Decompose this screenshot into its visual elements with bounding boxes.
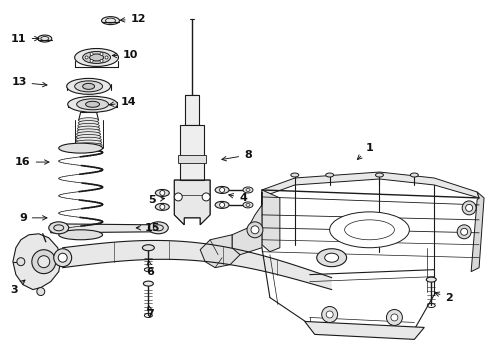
Ellipse shape: [101, 17, 120, 24]
Ellipse shape: [330, 212, 409, 248]
Text: 6: 6: [147, 261, 154, 276]
Circle shape: [17, 258, 25, 266]
Ellipse shape: [75, 140, 102, 145]
Text: 15: 15: [136, 223, 160, 233]
Ellipse shape: [74, 81, 102, 92]
Text: 3: 3: [10, 280, 25, 294]
Polygon shape: [262, 172, 479, 198]
Text: 12: 12: [120, 14, 146, 24]
Bar: [185, 95, 199, 125]
Circle shape: [466, 204, 473, 211]
Ellipse shape: [325, 253, 339, 262]
Polygon shape: [51, 224, 165, 233]
Ellipse shape: [215, 201, 229, 208]
Polygon shape: [305, 321, 424, 339]
Polygon shape: [63, 240, 332, 289]
Ellipse shape: [68, 96, 118, 112]
Text: 4: 4: [229, 193, 247, 203]
Circle shape: [100, 53, 103, 55]
Text: 9: 9: [19, 213, 47, 223]
Circle shape: [100, 59, 103, 62]
Polygon shape: [200, 235, 240, 268]
Ellipse shape: [410, 173, 418, 177]
Ellipse shape: [90, 54, 103, 61]
Circle shape: [322, 306, 338, 323]
Circle shape: [247, 222, 263, 238]
Circle shape: [85, 56, 88, 59]
Ellipse shape: [78, 121, 99, 126]
Circle shape: [160, 204, 165, 210]
Text: 16: 16: [15, 157, 49, 167]
Circle shape: [461, 228, 467, 235]
Ellipse shape: [143, 245, 154, 251]
Circle shape: [38, 256, 50, 268]
Text: 1: 1: [357, 143, 373, 159]
Circle shape: [32, 250, 56, 274]
Text: 11: 11: [11, 33, 39, 44]
Ellipse shape: [78, 123, 99, 128]
Circle shape: [202, 193, 210, 201]
Ellipse shape: [76, 137, 101, 142]
Ellipse shape: [67, 78, 111, 94]
Ellipse shape: [78, 118, 98, 123]
Ellipse shape: [426, 277, 436, 282]
Circle shape: [220, 202, 224, 207]
Ellipse shape: [155, 189, 169, 197]
Ellipse shape: [215, 186, 229, 193]
Text: 8: 8: [222, 150, 252, 161]
Ellipse shape: [144, 281, 153, 286]
Polygon shape: [232, 192, 262, 255]
Ellipse shape: [59, 143, 102, 153]
Circle shape: [220, 188, 224, 193]
Circle shape: [326, 311, 333, 318]
Ellipse shape: [243, 187, 253, 193]
Ellipse shape: [76, 135, 101, 139]
Ellipse shape: [86, 101, 99, 107]
Circle shape: [251, 226, 259, 234]
Ellipse shape: [326, 173, 334, 177]
Circle shape: [58, 253, 67, 262]
Polygon shape: [13, 234, 61, 289]
Circle shape: [174, 193, 182, 201]
Ellipse shape: [148, 222, 168, 234]
Ellipse shape: [291, 173, 299, 177]
Text: 13: 13: [11, 77, 47, 87]
Ellipse shape: [243, 202, 253, 208]
Text: 7: 7: [147, 306, 154, 319]
Ellipse shape: [76, 99, 108, 110]
Circle shape: [462, 201, 476, 215]
Ellipse shape: [77, 129, 100, 134]
Circle shape: [105, 56, 108, 59]
Ellipse shape: [76, 132, 100, 137]
Circle shape: [457, 225, 471, 239]
Bar: [180, 125, 204, 180]
Polygon shape: [471, 192, 484, 272]
Ellipse shape: [77, 126, 100, 131]
Circle shape: [391, 314, 398, 321]
Ellipse shape: [155, 203, 169, 210]
Circle shape: [160, 190, 165, 195]
Text: 14: 14: [109, 97, 136, 107]
Polygon shape: [262, 190, 280, 252]
Circle shape: [90, 53, 93, 55]
Ellipse shape: [317, 249, 346, 267]
Ellipse shape: [145, 268, 152, 272]
Ellipse shape: [38, 35, 52, 42]
Ellipse shape: [83, 84, 95, 89]
Ellipse shape: [49, 222, 69, 234]
Ellipse shape: [74, 49, 119, 67]
Text: 5: 5: [148, 195, 165, 205]
Circle shape: [387, 310, 402, 325]
Bar: [178, 155, 206, 163]
Ellipse shape: [83, 51, 111, 63]
Text: 2: 2: [435, 292, 453, 302]
Text: 10: 10: [112, 50, 138, 60]
Circle shape: [54, 249, 72, 267]
Ellipse shape: [59, 230, 102, 240]
Polygon shape: [174, 180, 210, 225]
Circle shape: [90, 59, 93, 62]
Ellipse shape: [375, 173, 384, 177]
Ellipse shape: [75, 143, 102, 148]
Circle shape: [37, 288, 45, 296]
